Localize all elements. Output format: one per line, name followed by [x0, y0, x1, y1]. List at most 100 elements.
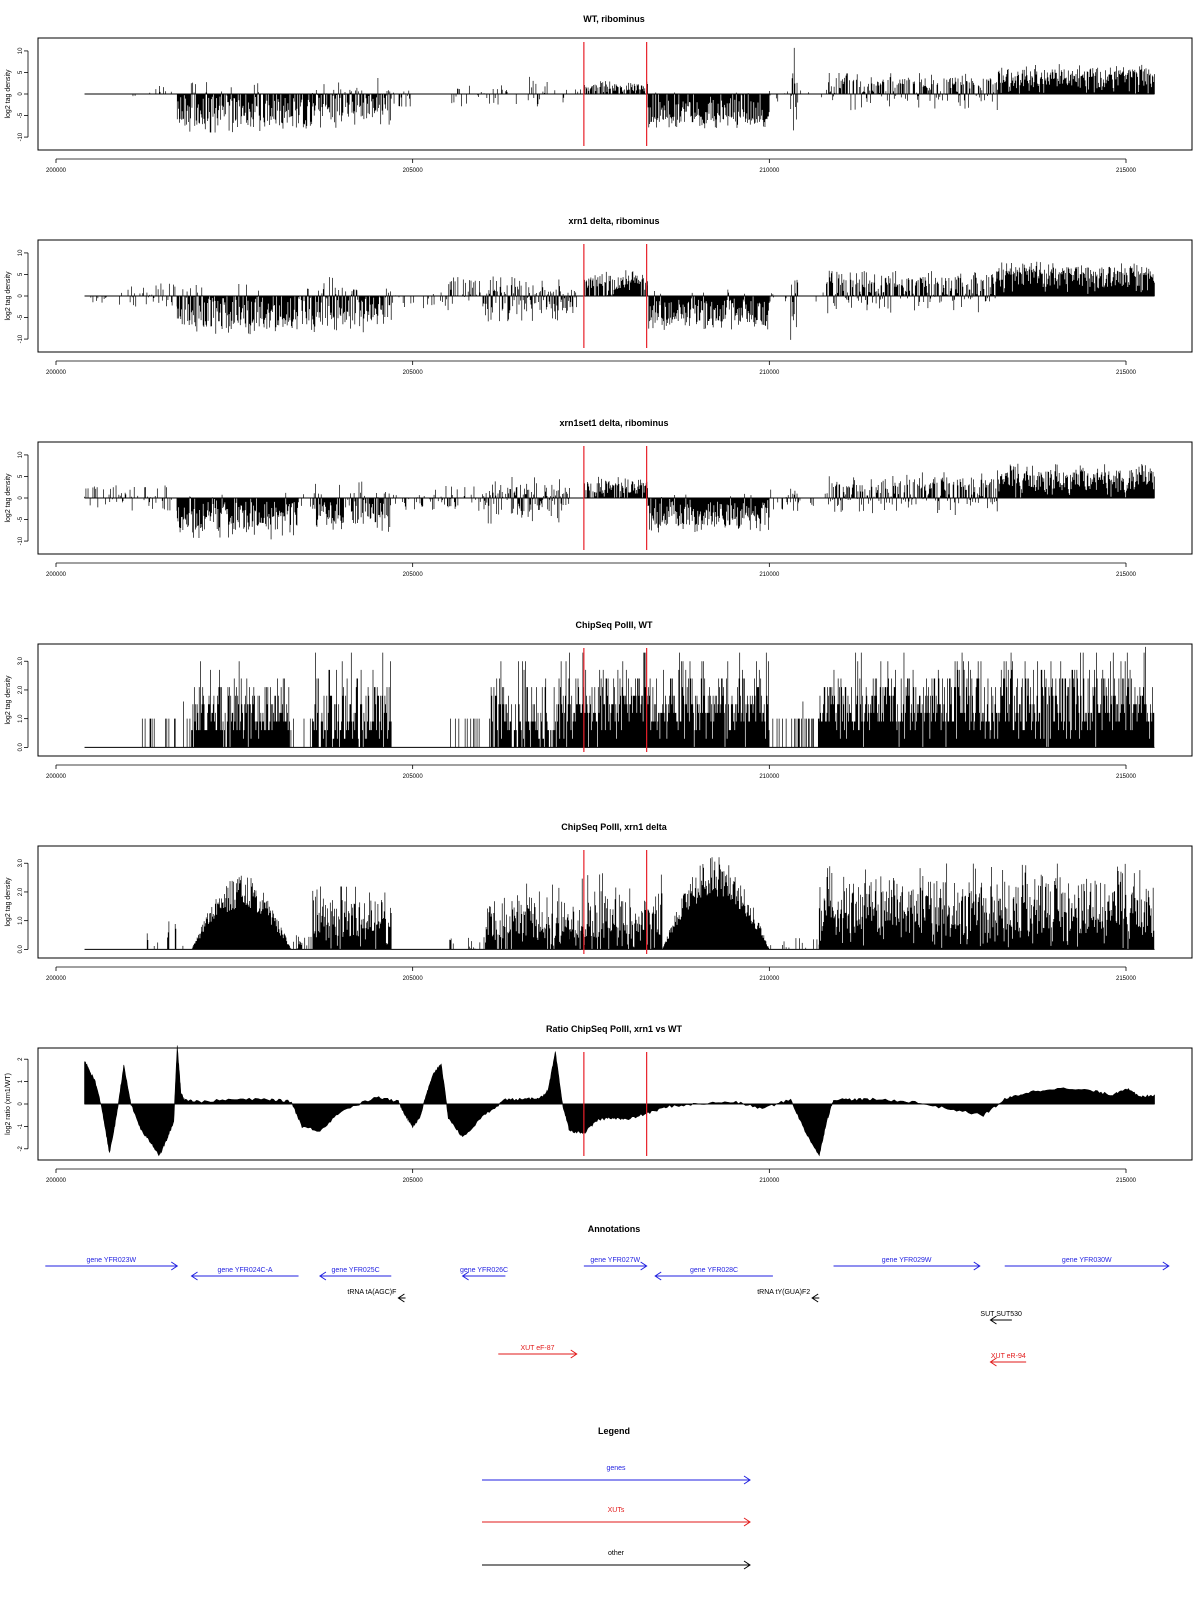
y-axis-label: log2 tag density — [5, 877, 12, 927]
panel-title: ChipSeq PolII, xrn1 delta — [561, 822, 668, 832]
x-tick-label: 215000 — [1116, 572, 1137, 578]
x-tick-label: 215000 — [1116, 774, 1137, 780]
y-tick-label: -10 — [18, 132, 24, 141]
y-tick-label: 2 — [18, 1057, 24, 1061]
feature-label: XUT eF-87 — [520, 1345, 554, 1352]
annotation-feature: gene YFR023W — [45, 1257, 179, 1271]
arrow-head-left-icon — [989, 1315, 997, 1325]
signal-series — [84, 1045, 1155, 1157]
feature-label: tRNA tA(AGC)F — [347, 1289, 396, 1296]
annotation-feature: SUT SUT530 — [980, 1311, 1022, 1325]
panel-title: Ratio ChipSeq PolII, xrn1 vs WT — [546, 1024, 683, 1034]
feature-label: gene YFR028C — [690, 1267, 738, 1274]
y-tick-label: -5 — [18, 516, 24, 522]
feature-label: tRNA tY(GUA)F2 — [757, 1289, 810, 1296]
annotation-feature: XUT eF-87 — [498, 1345, 578, 1359]
y-tick-label: 10 — [18, 249, 24, 256]
track-panel-4: ChipSeq PolII, xrn1 delta 0.0 1.0 2.0 3.0 log… — [5, 822, 1193, 982]
x-tick-label: 205000 — [403, 1178, 424, 1184]
y-tick-label: 5 — [18, 272, 24, 276]
x-tick-label: 210000 — [759, 1178, 780, 1184]
arrow-head-left-icon — [397, 1293, 405, 1303]
x-tick-label: 200000 — [46, 976, 67, 982]
y-tick-label: 5 — [18, 474, 24, 478]
track-panel-5: Ratio ChipSeq PolII, xrn1 vs WT -2 -1 0 1 2 lo… — [5, 1024, 1193, 1184]
y-axis-label: log2 tag density — [5, 69, 12, 119]
x-tick-label: 210000 — [759, 774, 780, 780]
annotations-title: Annotations — [588, 1224, 641, 1234]
annotation-feature: gene YFR029W — [833, 1257, 981, 1271]
x-tick-label: 210000 — [759, 976, 780, 982]
signal-bars — [146, 857, 1155, 950]
plot-frame — [37, 643, 1193, 757]
arrow-head-right-icon — [570, 1349, 578, 1359]
x-tick-label: 205000 — [403, 774, 424, 780]
x-tick-label: 205000 — [403, 168, 424, 174]
legend: Legend genes XUTs other — [482, 1426, 751, 1570]
legend-item-xut: XUTs — [482, 1507, 751, 1527]
arrow-head-right-icon — [743, 1475, 751, 1485]
y-tick-label: 2.0 — [18, 685, 24, 694]
arrow-head-right-icon — [743, 1517, 751, 1527]
feature-label: gene YFR030W — [1062, 1257, 1112, 1264]
x-tick-label: 205000 — [403, 976, 424, 982]
y-tick-label: 10 — [18, 451, 24, 458]
annotation-track: Annotations gene YFR023W gene YFR024C-A gen… — [45, 1224, 1170, 1367]
y-tick-label: -2 — [18, 1145, 24, 1151]
arrow-head-right-icon — [973, 1261, 981, 1271]
x-tick-label: 215000 — [1116, 168, 1137, 174]
track-panel-1: xrn1 delta, ribominus -10 -5 0 5 10 log2 tag d… — [5, 216, 1193, 376]
feature-label: gene YFR026C — [460, 1267, 508, 1274]
y-tick-label: 0 — [18, 294, 24, 298]
panel-title: ChipSeq PolII, WT — [576, 620, 653, 630]
y-tick-label: 10 — [18, 47, 24, 54]
annotation-feature: gene YFR027W — [583, 1257, 648, 1271]
x-tick-label: 200000 — [46, 774, 67, 780]
x-tick-label: 205000 — [403, 572, 424, 578]
y-axis-label: log2 tag density — [5, 271, 12, 321]
y-axis-label: log2 tag density — [5, 473, 12, 523]
signal-series — [84, 646, 1155, 748]
feature-label: XUT eR-94 — [991, 1353, 1026, 1360]
legend-label: XUTs — [608, 1507, 625, 1514]
y-axis-label: log2 ratio (xrn1/WT) — [5, 1073, 12, 1135]
track-panel-3: ChipSeq PolII, WT 0.0 1.0 2.0 3.0 log2 tag de… — [5, 620, 1193, 780]
arrow-head-right-icon — [1162, 1261, 1170, 1271]
annotation-feature: gene YFR024C-A — [190, 1267, 299, 1281]
x-tick-label: 200000 — [46, 1178, 67, 1184]
y-tick-label: 3.0 — [18, 656, 24, 665]
y-tick-label: 0.0 — [18, 743, 24, 752]
signal-series — [84, 857, 1155, 950]
arrow-head-right-icon — [640, 1261, 648, 1271]
feature-label: gene YFR024C-A — [217, 1267, 272, 1274]
plot-frame — [37, 1047, 1193, 1161]
arrow-head-left-icon — [811, 1293, 819, 1303]
y-tick-label: 0 — [18, 92, 24, 96]
y-tick-label: 1.0 — [18, 916, 24, 925]
annotation-feature: XUT eR-94 — [989, 1353, 1027, 1367]
panel-title: xrn1 delta, ribominus — [568, 216, 659, 226]
legend-item-gene: genes — [482, 1465, 751, 1485]
y-tick-label: 5 — [18, 70, 24, 74]
x-tick-label: 215000 — [1116, 976, 1137, 982]
y-tick-label: 0 — [18, 1102, 24, 1106]
legend-title: Legend — [598, 1426, 630, 1436]
signal-series — [84, 261, 1155, 340]
x-tick-label: 210000 — [759, 572, 780, 578]
arrow-head-left-icon — [989, 1357, 997, 1367]
signal-bars — [84, 463, 1155, 540]
panel-title: WT, ribominus — [583, 14, 645, 24]
feature-label: gene YFR027W — [590, 1257, 640, 1264]
y-tick-label: 3.0 — [18, 858, 24, 867]
plot-frame — [37, 845, 1193, 959]
annotation-feature: tRNA tA(AGC)F — [347, 1289, 406, 1303]
x-tick-label: 215000 — [1116, 370, 1137, 376]
arrow-head-left-icon — [461, 1271, 469, 1281]
plot-frame — [37, 441, 1193, 555]
arrow-head-right-icon — [743, 1560, 751, 1570]
feature-label: gene YFR025C — [332, 1267, 380, 1274]
feature-label: SUT SUT530 — [980, 1311, 1022, 1318]
y-tick-label: 1.0 — [18, 714, 24, 723]
